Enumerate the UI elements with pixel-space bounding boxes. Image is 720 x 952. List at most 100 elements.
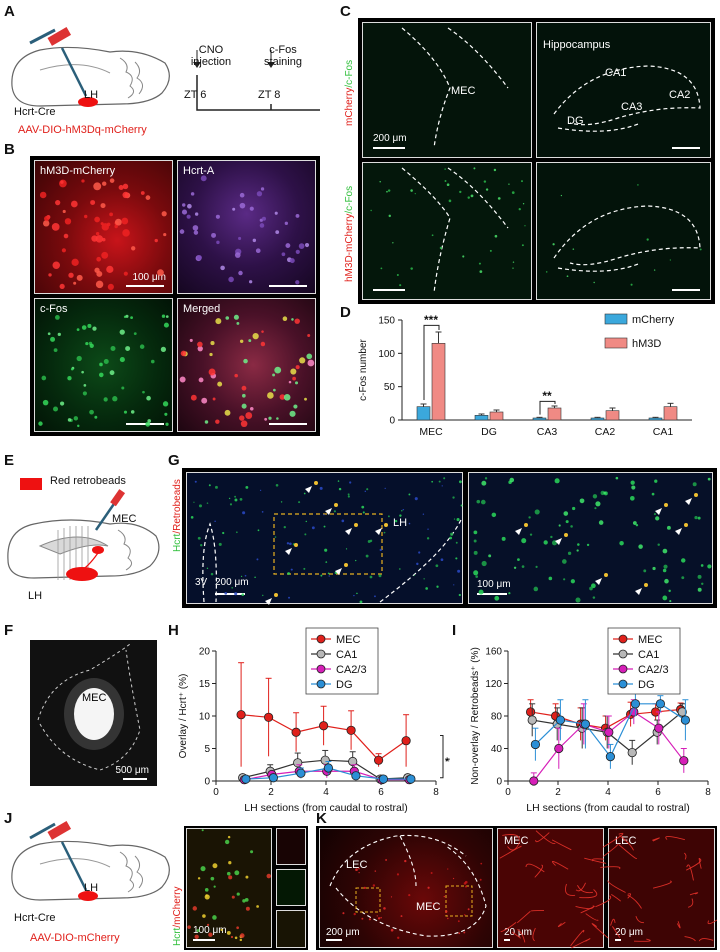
cell-dot xyxy=(512,261,515,263)
legend-label: CA2/3 xyxy=(638,664,669,676)
cell-dot xyxy=(44,215,50,222)
cell-dot xyxy=(447,868,449,870)
cell-dot xyxy=(594,507,597,510)
cell-dot xyxy=(372,884,376,887)
panel-label-d: D xyxy=(340,304,351,321)
tile-label: hM3D-mCherry xyxy=(40,165,116,177)
cell-dot xyxy=(274,536,277,538)
cell-dot xyxy=(562,559,567,564)
cell-dot xyxy=(239,339,244,344)
cell-dot xyxy=(383,907,386,910)
axon-fiber xyxy=(633,938,651,942)
cell-dot xyxy=(369,575,373,579)
arrowhead xyxy=(265,598,272,605)
panel-label-c: C xyxy=(340,3,351,20)
cell-dot xyxy=(252,238,257,243)
cell-dot xyxy=(320,574,323,577)
cell-dot xyxy=(337,480,340,482)
axon-fiber xyxy=(571,938,591,949)
cell-dot xyxy=(470,194,474,198)
cell-dot xyxy=(234,498,238,502)
cell-dot xyxy=(70,200,78,208)
cell-dot xyxy=(464,885,468,888)
cell-dot xyxy=(96,270,103,277)
cell-dot xyxy=(323,514,325,516)
cell-dot xyxy=(631,485,636,490)
cell-dot xyxy=(215,419,220,424)
step2-line1: c-Fos xyxy=(269,44,297,56)
cell-dot xyxy=(681,576,685,580)
cell-dot xyxy=(479,878,482,881)
x-tick-label: CA3 xyxy=(537,426,558,438)
region-outline-f xyxy=(37,643,141,771)
cell-dot xyxy=(390,896,393,898)
cell-dot xyxy=(378,574,382,578)
x-tick-label: 4 xyxy=(323,787,329,798)
cell-dot xyxy=(325,561,328,563)
cell-dot xyxy=(615,476,619,480)
micrograph-panel-k: LEC MEC 200 μm MEC 20 μm LEC 20 μm xyxy=(316,826,717,950)
cell-dot xyxy=(521,244,524,247)
cell-dot xyxy=(452,496,455,499)
scale-bar xyxy=(672,289,700,291)
cell-dot xyxy=(323,525,326,528)
cell-dot xyxy=(89,343,94,348)
region-label-lh-e: LH xyxy=(28,590,43,602)
cell-dot xyxy=(630,283,633,286)
significance-bracket xyxy=(539,400,556,415)
legend-label: MEC xyxy=(638,634,663,646)
cell-dot xyxy=(165,422,169,426)
cell-dot xyxy=(511,191,515,195)
cell-dot xyxy=(304,533,307,536)
cell-dot xyxy=(122,229,130,237)
cell-dot xyxy=(212,915,217,920)
cell-dot xyxy=(197,341,203,348)
cell-dot xyxy=(205,894,208,897)
region-outlines-k xyxy=(329,830,717,949)
cell-dot xyxy=(118,184,124,191)
cell-dot xyxy=(379,548,382,552)
tile-label: MEC xyxy=(504,835,529,847)
y-tick-label: 150 xyxy=(378,316,395,327)
cell-dot xyxy=(307,359,315,367)
cell-dot xyxy=(53,406,59,412)
legend-label: CA1 xyxy=(638,649,659,661)
cell-dot xyxy=(204,420,209,424)
timeline xyxy=(193,50,320,111)
cell-dot xyxy=(374,870,377,872)
cell-dot xyxy=(518,208,521,211)
cell-dot xyxy=(101,223,109,231)
cell-dot xyxy=(489,249,492,252)
x-tick-label: MEC xyxy=(419,426,443,438)
tile-hcrt-a: Hcrt-A xyxy=(177,160,316,294)
cell-dot xyxy=(327,572,330,575)
retrobead-dot xyxy=(694,493,698,497)
axon-fiber xyxy=(602,832,624,848)
cell-dot xyxy=(95,232,100,236)
cell-dot xyxy=(242,393,246,398)
cell-dot xyxy=(410,189,413,192)
data-point xyxy=(346,725,356,735)
x-tick-label: 0 xyxy=(213,787,219,798)
bar xyxy=(474,415,489,421)
axon-fiber xyxy=(603,843,619,857)
x-tick-label: DG xyxy=(481,426,497,438)
cell-dot xyxy=(61,248,66,253)
cell-dot xyxy=(493,168,497,172)
cell-dot xyxy=(276,417,279,420)
cell-dot xyxy=(284,221,288,225)
x-tick-label: 2 xyxy=(268,787,274,798)
legend-marker xyxy=(618,634,628,644)
cell-dot xyxy=(478,262,481,265)
cell-dot xyxy=(228,875,233,880)
cell-dot xyxy=(161,314,166,318)
cell-dot xyxy=(467,196,470,199)
cell-dot xyxy=(349,481,352,484)
cell-dot xyxy=(140,191,145,195)
cell-dot xyxy=(416,562,419,566)
cell-dot xyxy=(324,548,328,552)
cell-dot xyxy=(303,492,306,495)
cell-dot xyxy=(508,592,511,595)
data-point xyxy=(677,707,687,717)
cell-dot xyxy=(287,572,291,575)
